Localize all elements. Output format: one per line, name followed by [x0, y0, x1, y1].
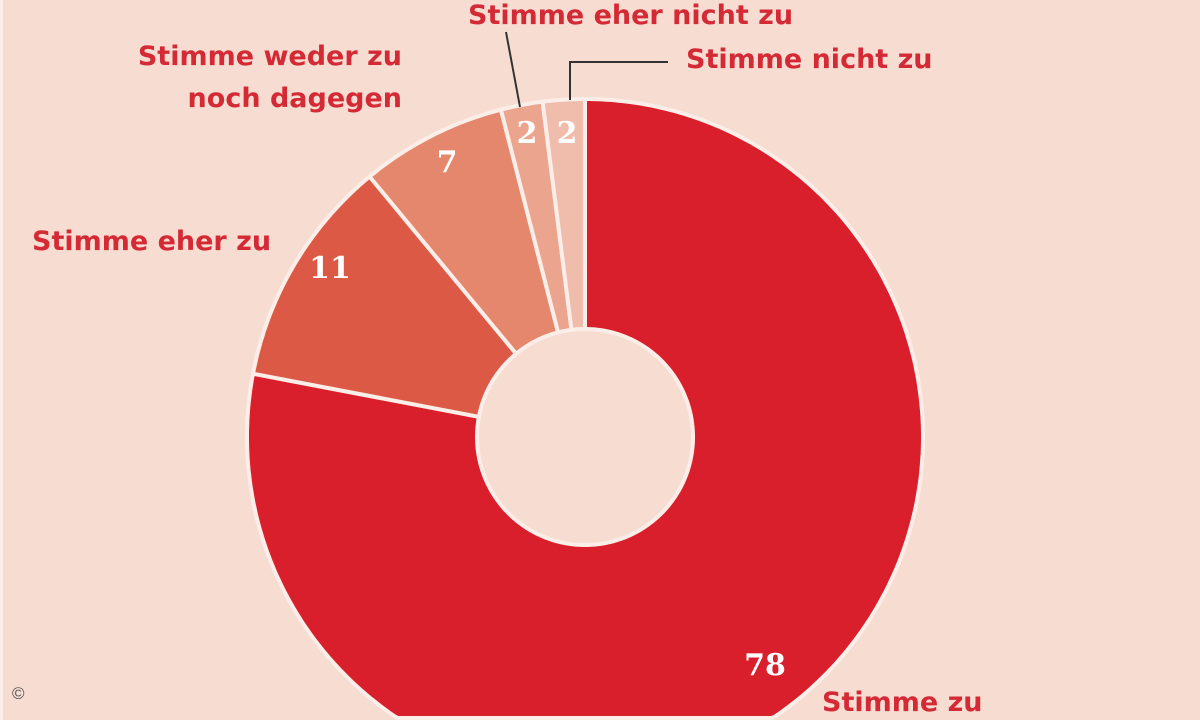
value-label-1: 11 — [309, 251, 351, 286]
category-label-0: Stimme zu — [822, 687, 983, 718]
value-label-2: 7 — [437, 145, 458, 180]
copyright-mark: © — [12, 684, 25, 703]
value-label-3: 2 — [517, 116, 538, 151]
category-label-2: noch dagegen — [188, 83, 402, 114]
leader-line-4 — [569, 61, 668, 100]
category-label-2: Stimme weder zu — [138, 41, 402, 72]
category-label-3: Stimme eher nicht zu — [468, 0, 793, 31]
value-label-4: 2 — [557, 116, 578, 151]
value-label-0: 78 — [744, 648, 786, 683]
slice-4 — [540, 97, 587, 332]
left-edge — [0, 0, 3, 720]
leader-line-3 — [505, 31, 521, 108]
category-label-4: Stimme nicht zu — [686, 44, 933, 75]
category-label-1: Stimme eher zu — [32, 226, 271, 257]
